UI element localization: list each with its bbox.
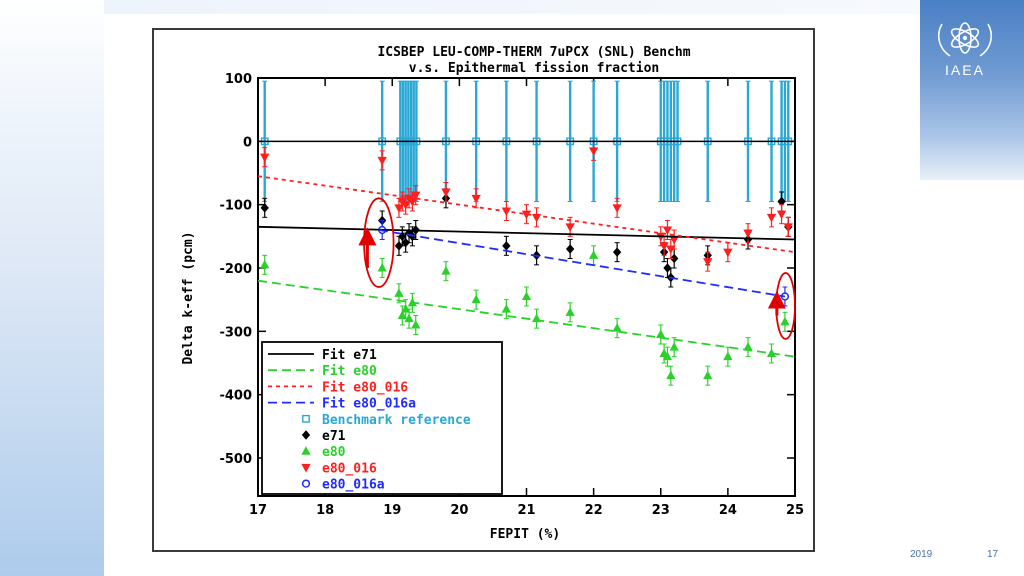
- e71-point: [260, 203, 269, 213]
- e80-point: [703, 370, 713, 380]
- x-tick-label: 23: [652, 503, 670, 518]
- e80-point: [394, 288, 404, 297]
- footer-page-number: 17: [987, 549, 999, 560]
- iaea-logo-icon: [937, 22, 993, 57]
- y-tick-label: -200: [219, 262, 252, 277]
- e80-016-point: [401, 201, 411, 210]
- slide-top-band: [104, 0, 920, 14]
- e71-point: [401, 237, 410, 248]
- e80-016-point: [588, 147, 599, 156]
- x-axis-label: FEPIT (%): [490, 527, 560, 542]
- e80-point: [411, 319, 421, 329]
- x-tick-label: 25: [786, 503, 804, 518]
- iaea-logo-text: IAEA: [945, 62, 985, 78]
- fit-e80-line: [258, 279, 795, 358]
- legend-swatch-marker: [301, 430, 311, 440]
- e80-point: [260, 259, 270, 269]
- legend-swatch-marker: [301, 463, 311, 473]
- legend-label: e80: [322, 445, 346, 460]
- plot-content: [258, 80, 795, 386]
- e71-point: [670, 253, 679, 264]
- e80-016-point: [659, 242, 669, 251]
- y-tick-label: 100: [225, 72, 252, 87]
- legend-label: e80_016a: [322, 478, 385, 493]
- chart-subtitle: v.s. Epithermal fission fraction: [409, 61, 659, 76]
- e80-016-point: [377, 156, 387, 166]
- e80-016-point: [783, 223, 793, 232]
- e80-point: [565, 307, 575, 316]
- e80-point: [588, 250, 599, 259]
- e80-016-point: [394, 204, 404, 213]
- y-axis-label: Delta k-eff (pcm): [181, 231, 196, 364]
- e80-point: [780, 316, 790, 326]
- e80-point: [669, 342, 679, 351]
- legend-swatch-marker: [302, 414, 310, 423]
- e80-016-point: [743, 229, 753, 239]
- legend-box: [261, 341, 503, 495]
- legend-swatch-marker: [301, 479, 311, 488]
- e80-point: [441, 266, 451, 275]
- e80-point: [404, 313, 414, 323]
- chart-frame: ICSBEP LEU-COMP-THERM 7uPCX (SNL) Benchm…: [152, 28, 815, 552]
- e80-016-point: [662, 226, 673, 236]
- y-tick-label: -300: [219, 325, 252, 340]
- x-tick-label: 22: [585, 503, 603, 518]
- fit-e80-016-line: [258, 175, 795, 254]
- e71-point: [394, 241, 404, 251]
- legend-label: Fit e80: [322, 364, 377, 379]
- e80-point: [501, 304, 512, 313]
- e80-016-point: [766, 213, 777, 223]
- x-tick-label: 18: [316, 503, 334, 518]
- x-tick-label: 21: [517, 503, 535, 518]
- y-tick-label: -100: [219, 199, 252, 214]
- y-tick-label: -400: [219, 389, 252, 404]
- e80-016-point: [565, 223, 575, 232]
- legend-label: Benchmark reference: [322, 413, 471, 428]
- y-tick-label: 0: [243, 135, 252, 150]
- slide-left-gradient: [0, 0, 104, 576]
- legend-label: e71: [322, 429, 346, 444]
- e80-016-point: [703, 258, 713, 267]
- e71-point: [612, 247, 622, 257]
- legend-label: Fit e80_016a: [322, 397, 416, 412]
- e80-016-point: [260, 153, 270, 163]
- delta-keff-chart: ICSBEP LEU-COMP-THERM 7uPCX (SNL) Benchm…: [181, 45, 804, 542]
- e80-016-point: [471, 194, 481, 204]
- x-tick-label: 19: [383, 503, 401, 518]
- e80-point: [612, 323, 622, 332]
- e80-016-point: [776, 210, 787, 220]
- e80-016-point: [411, 191, 421, 201]
- e71-point: [565, 244, 575, 254]
- legend-label: Fit e80_016: [322, 380, 408, 395]
- legend-label: Fit e71: [322, 348, 377, 363]
- e80-016-point: [612, 204, 622, 213]
- e80-point: [662, 351, 673, 361]
- e80-016-point: [723, 248, 733, 258]
- fit-e71-line: [258, 225, 795, 241]
- x-tick-label: 20: [450, 503, 468, 518]
- y-tick-label: -500: [219, 452, 252, 467]
- e80-point: [656, 329, 666, 338]
- e80-point: [723, 351, 733, 361]
- legend-swatch-marker: [301, 446, 311, 455]
- e80-point: [521, 291, 532, 300]
- e71-point: [502, 241, 511, 251]
- x-tick-label: 17: [249, 503, 267, 518]
- e80-016-point: [441, 188, 451, 198]
- x-tick-label: 24: [719, 503, 737, 518]
- e80-point: [377, 262, 387, 272]
- chart-title: ICSBEP LEU-COMP-THERM 7uPCX (SNL) Benchm: [377, 45, 690, 60]
- slide-right-banner: [920, 0, 1024, 180]
- fit-e80-016a-line: [378, 229, 786, 298]
- legend-label: e80_016: [322, 461, 377, 476]
- e80-point: [666, 370, 676, 380]
- e80-point: [471, 294, 481, 304]
- e80-point: [397, 310, 407, 319]
- e71-point: [663, 263, 672, 273]
- footer-date: 2019: [910, 549, 933, 560]
